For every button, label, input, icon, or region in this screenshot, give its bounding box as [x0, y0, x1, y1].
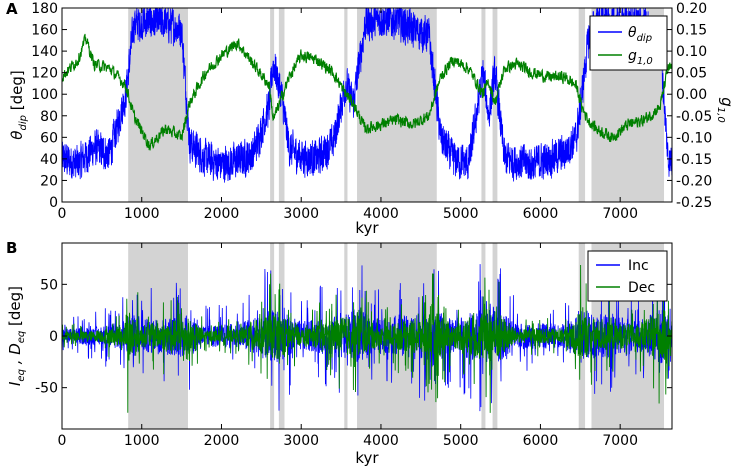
panel-a-xlabel: kyr — [355, 219, 379, 237]
y-tick-right-label: -0.20 — [676, 173, 712, 189]
panel-a-x-ticks: 0 1000 2000 3000 4000 5000 6000 7000 — [58, 8, 638, 222]
panel-a-ylabel-tail: [deg] — [8, 70, 26, 115]
x-tick-label: 2000 — [204, 433, 240, 449]
series-dec-line — [61, 264, 673, 413]
x-tick-label: 3000 — [283, 433, 319, 449]
panel-a-ylabel-sub: dip — [18, 115, 29, 130]
y-tick-right-label: 0.00 — [676, 87, 707, 103]
x-tick-label: 5000 — [443, 433, 479, 449]
x-tick-label: 5000 — [443, 206, 479, 222]
panel-a-y-ticks-right: -0.25 -0.20 -0.15 -0.10 -0.05 0.00 0.05 0.10 0.1… — [667, 1, 712, 211]
panel-a-y-ticks: 0 20 40 60 80 100 120 140 160 180 — [31, 1, 67, 211]
y-tick-label: 120 — [31, 66, 58, 82]
x-tick-label: 0 — [58, 433, 67, 449]
panel-b-letter: B — [6, 239, 17, 257]
panel-a-shaded-intervals — [128, 8, 665, 202]
legend-theta-dip-label: θdip — [628, 25, 652, 44]
y-tick-label: 180 — [31, 1, 58, 17]
x-tick-label: 6000 — [523, 433, 559, 449]
shaded-interval — [278, 8, 285, 202]
y-tick-label: 0 — [49, 195, 58, 211]
x-tick-label: 7000 — [602, 206, 638, 222]
y-tick-label: 50 — [40, 277, 58, 293]
panel-b-legend-box — [587, 250, 668, 302]
series-g10-line — [61, 33, 673, 151]
panel-b-xlabel: kyr — [355, 449, 379, 467]
shaded-interval — [270, 8, 275, 202]
y-tick-label: 160 — [31, 23, 58, 39]
panel-a-letter: A — [6, 0, 18, 18]
x-tick-label: 3000 — [283, 206, 319, 222]
y-tick-right-label: 0.05 — [676, 66, 707, 82]
panel-b-y-ticks: -50 0 50 — [35, 277, 672, 397]
panel-b-series — [61, 264, 673, 413]
legend-inc-label: Inc — [628, 258, 649, 274]
y-tick-right-label: 0.20 — [676, 1, 707, 17]
x-tick-label: 1000 — [124, 433, 160, 449]
y-tick-label: 60 — [40, 130, 58, 146]
y-tick-label: -50 — [35, 381, 58, 397]
panel-a-series — [61, 6, 673, 183]
shaded-interval — [492, 8, 498, 202]
y-tick-label: 100 — [31, 87, 58, 103]
x-tick-label: 4000 — [363, 433, 399, 449]
y-tick-label: 80 — [40, 109, 58, 125]
panel-a-ylabel-right-main: g — [718, 97, 736, 107]
panel-b-x-ticks: 0 1000 2000 3000 4000 5000 6000 7000 — [58, 243, 638, 449]
x-tick-label: 4000 — [363, 206, 399, 222]
y-tick-label: 20 — [40, 173, 58, 189]
y-tick-right-label: 0.10 — [676, 44, 707, 60]
y-tick-right-label: -0.25 — [676, 195, 712, 211]
panel-b-legend: Inc Dec — [587, 250, 668, 302]
y-tick-right-label: -0.15 — [676, 152, 712, 168]
shaded-interval — [344, 8, 348, 202]
panel-a-legend: θdip g1,0 — [589, 15, 668, 71]
panel-a-ylabel: θdip [deg] — [8, 70, 29, 139]
panel-a-ylabel-right: g1,0 — [715, 97, 736, 122]
y-tick-right-label: -0.05 — [676, 109, 712, 125]
shaded-interval — [128, 8, 188, 202]
y-tick-label: 140 — [31, 44, 58, 60]
panel-a-ylabel-right-sub: 1,0 — [715, 107, 726, 123]
x-tick-label: 1000 — [124, 206, 160, 222]
panel-a: A 0 1000 2000 3000 4000 5000 6000 7000 0 20 40 60 8… — [6, 0, 736, 237]
y-tick-right-label: 0.15 — [676, 23, 707, 39]
panel-a-frame — [61, 7, 673, 203]
panel-a-legend-box — [589, 15, 668, 71]
x-tick-label: 0 — [58, 206, 67, 222]
legend-g10-label: g1,0 — [628, 48, 653, 67]
x-tick-label: 6000 — [523, 206, 559, 222]
legend-dec-label: Dec — [628, 280, 655, 296]
x-tick-label: 7000 — [602, 433, 638, 449]
panel-b: B 0 1000 2000 3000 4000 5000 6000 7000 -50 0 50 k… — [6, 239, 673, 467]
series-theta-dip-line — [61, 6, 673, 183]
shaded-interval — [481, 8, 486, 202]
y-tick-label: 40 — [40, 152, 58, 168]
y-tick-label: 0 — [49, 329, 58, 345]
panel-b-ylabel: Ieq , Deq [deg] — [6, 286, 27, 386]
panel-a-ylabel-main: θ — [8, 131, 26, 140]
y-tick-right-label: -0.10 — [676, 130, 712, 146]
x-tick-label: 2000 — [204, 206, 240, 222]
